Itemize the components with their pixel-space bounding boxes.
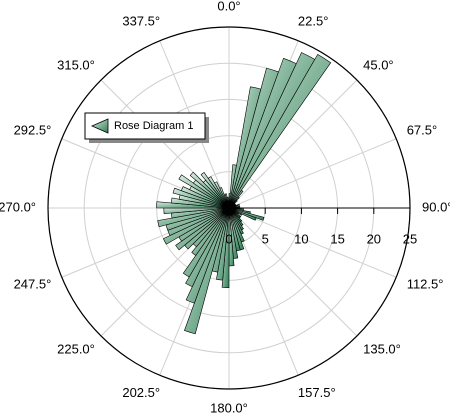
grid-spoke xyxy=(228,207,397,278)
grid-spoke xyxy=(228,138,397,209)
angle-tick-label: 180.0° xyxy=(210,400,248,413)
angle-tick-label: 270.0° xyxy=(0,199,36,214)
rose-bar xyxy=(228,53,332,209)
rose-bar xyxy=(182,207,230,278)
angle-tick-label: 22.5° xyxy=(298,14,329,29)
rose-bar xyxy=(228,57,297,209)
rose-bar xyxy=(224,193,230,209)
radial-tick-label: 25 xyxy=(403,231,417,246)
legend: Rose Diagram 1 xyxy=(84,112,209,143)
radial-tick-label: 5 xyxy=(262,231,269,246)
angle-tick-label: 112.5° xyxy=(407,276,444,291)
angle-tick-label: 315.0° xyxy=(57,57,95,72)
radial-tick-label: 15 xyxy=(330,231,344,246)
rose-bar xyxy=(214,181,230,209)
rose-bar xyxy=(162,207,230,245)
angle-tick-label: 135.0° xyxy=(363,342,401,357)
rose-bar xyxy=(175,207,230,251)
angle-tick-label: 292.5° xyxy=(14,123,52,138)
radial-tick-label: 0 xyxy=(225,231,232,246)
angle-tick-label: 0.0° xyxy=(217,0,240,13)
rose-bar xyxy=(157,207,230,228)
rose-bar xyxy=(189,171,230,209)
angle-tick-label: 247.5° xyxy=(14,276,52,291)
rose-bar xyxy=(207,176,230,209)
legend-label: Rose Diagram 1 xyxy=(114,120,193,132)
grid-spoke xyxy=(228,79,358,209)
angle-tick-label: 67.5° xyxy=(407,123,438,138)
angle-tick-label: 45.0° xyxy=(363,57,394,72)
angle-tick-label: 337.5° xyxy=(122,14,160,29)
angle-tick-label: 202.5° xyxy=(122,385,160,400)
bars xyxy=(156,52,332,335)
angle-tick-label: 225.0° xyxy=(57,342,95,357)
radial-tick-label: 10 xyxy=(294,231,308,246)
rose-bar xyxy=(219,187,230,209)
grid-spoke xyxy=(228,207,358,337)
rose-bar xyxy=(185,207,230,288)
angle-tick-label: 157.5° xyxy=(298,385,336,400)
rose-bar xyxy=(185,207,230,304)
rose-bar xyxy=(200,171,230,209)
rose-bar xyxy=(191,207,230,256)
legend-icon xyxy=(91,118,109,134)
rose-bar xyxy=(178,174,230,209)
radial-tick-label: 20 xyxy=(367,231,381,246)
rose-bar xyxy=(228,200,230,209)
angle-tick-label: 90.0° xyxy=(422,199,450,214)
